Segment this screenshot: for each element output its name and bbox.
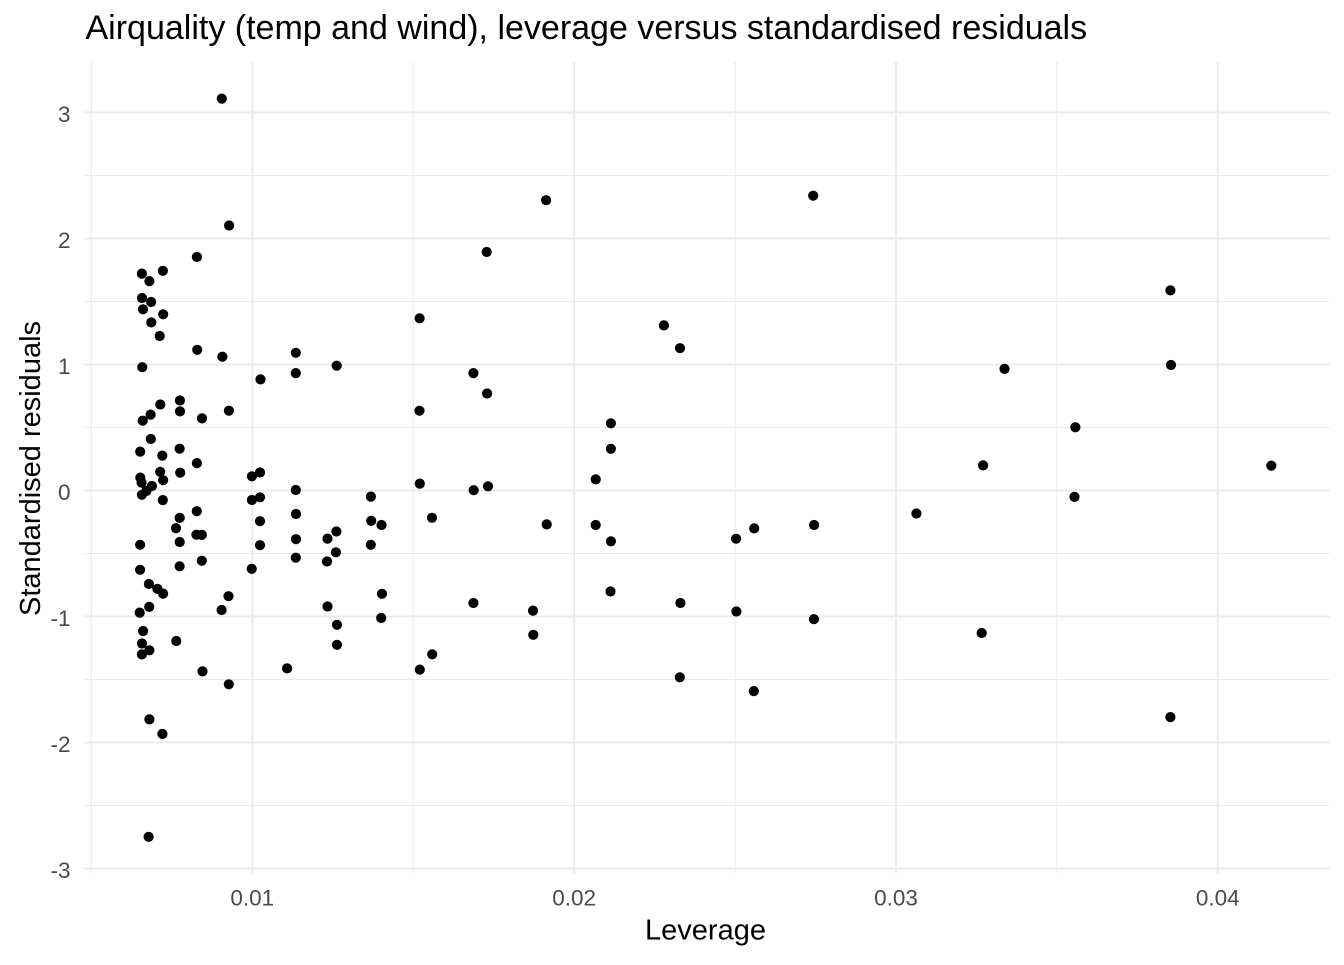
svg-text:0.01: 0.01 xyxy=(230,886,274,911)
svg-text:-1: -1 xyxy=(50,606,70,631)
svg-text:Leverage: Leverage xyxy=(645,915,766,947)
svg-text:0.02: 0.02 xyxy=(552,886,596,911)
svg-text:2: 2 xyxy=(58,228,71,253)
svg-text:-3: -3 xyxy=(50,858,70,883)
svg-text:0: 0 xyxy=(58,480,71,505)
svg-text:0.03: 0.03 xyxy=(874,886,918,911)
svg-text:Standardised residuals: Standardised residuals xyxy=(15,321,47,616)
svg-text:0.04: 0.04 xyxy=(1196,886,1240,911)
svg-text:Airquality (temp and wind), le: Airquality (temp and wind), leverage ver… xyxy=(86,9,1088,47)
svg-text:3: 3 xyxy=(58,102,71,127)
svg-text:1: 1 xyxy=(58,354,71,379)
svg-text:-2: -2 xyxy=(50,732,70,757)
